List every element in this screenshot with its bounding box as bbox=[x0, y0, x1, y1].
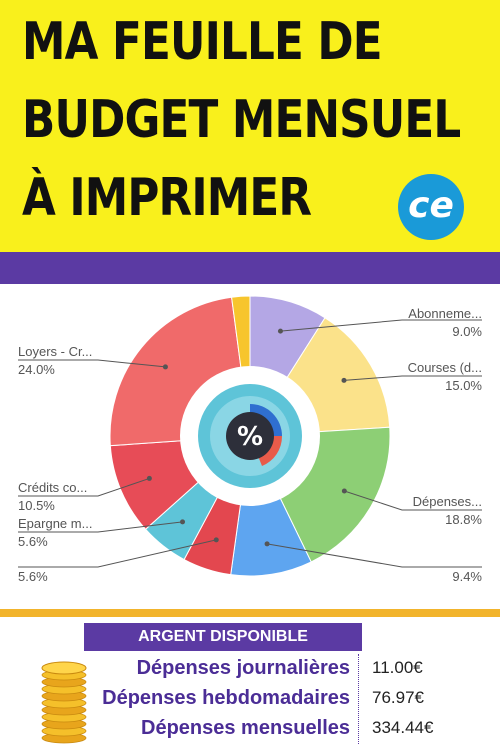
pct-loyers: 24.0% bbox=[18, 362, 55, 377]
leader-line-0 bbox=[280, 319, 482, 332]
leader-dot-0 bbox=[277, 328, 283, 334]
summary-title: ARGENT DISPONIBLE bbox=[84, 623, 362, 651]
row-value-hebdomadaires: 76.97€ bbox=[372, 688, 424, 707]
title-line-1: MA FEUILLE DE bbox=[22, 12, 383, 72]
pct-abonnements: 9.0% bbox=[452, 324, 482, 339]
ce-logo: ce bbox=[398, 174, 464, 240]
center-dark-circle bbox=[226, 412, 274, 460]
coin-stack-icon bbox=[41, 661, 87, 744]
leader-line-3 bbox=[266, 543, 482, 568]
leader-line-5 bbox=[18, 521, 183, 533]
title-line-3: À IMPRIMER bbox=[22, 168, 312, 228]
pct-blue-slice: 9.4% bbox=[452, 569, 482, 584]
row-value-mensuelles: 334.44€ bbox=[372, 718, 434, 737]
leader-line-7 bbox=[18, 359, 166, 368]
leader-line-4 bbox=[18, 539, 217, 568]
orange-divider bbox=[0, 609, 500, 617]
pct-depenses: 18.8% bbox=[445, 512, 482, 527]
leader-dot-2 bbox=[341, 488, 347, 494]
row-label-journalieres: Dépenses journalières bbox=[136, 657, 350, 679]
label-depenses: Dépenses... bbox=[412, 494, 482, 509]
row-label-mensuelles: Dépenses mensuelles bbox=[141, 717, 350, 739]
row-label-hebdomadaires: Dépenses hebdomadaires bbox=[102, 687, 350, 709]
leader-dot-3 bbox=[264, 541, 270, 547]
leader-line-6 bbox=[18, 477, 150, 497]
label-abonnements: Abonneme... bbox=[408, 306, 482, 321]
pct-epargne: 5.6% bbox=[18, 534, 48, 549]
pct-red-slice: 5.6% bbox=[18, 569, 48, 584]
coin-top bbox=[41, 661, 87, 675]
label-credits: Crédits co... bbox=[18, 480, 88, 495]
pct-courses: 15.0% bbox=[445, 378, 482, 393]
leader-dot-1 bbox=[341, 377, 347, 383]
leader-line-1 bbox=[343, 375, 482, 381]
leader-dot-5 bbox=[180, 519, 186, 525]
header-banner: MA FEUILLE DE BUDGET MENSUEL À IMPRIMER … bbox=[0, 0, 500, 252]
percent-symbol: % bbox=[237, 422, 263, 452]
value-separator bbox=[358, 654, 359, 744]
chart-area: % Abonneme... 9.0% Courses (d... 15.0% D… bbox=[0, 284, 500, 609]
center-ring-red-arc bbox=[258, 436, 283, 466]
leader-dot-6 bbox=[146, 475, 152, 481]
row-value-journalieres: 11.00€ bbox=[372, 658, 423, 677]
label-loyers: Loyers - Cr... bbox=[18, 344, 93, 359]
leader-dot-4 bbox=[213, 537, 219, 543]
leader-dot-7 bbox=[162, 364, 168, 370]
pie-chart: % bbox=[18, 295, 482, 577]
label-courses: Courses (d... bbox=[407, 360, 482, 375]
purple-band bbox=[0, 252, 500, 284]
pct-credits: 10.5% bbox=[18, 498, 55, 513]
title-line-2: BUDGET MENSUEL bbox=[22, 90, 461, 150]
label-epargne: Epargne m... bbox=[18, 516, 93, 531]
leader-line-2 bbox=[344, 490, 482, 511]
